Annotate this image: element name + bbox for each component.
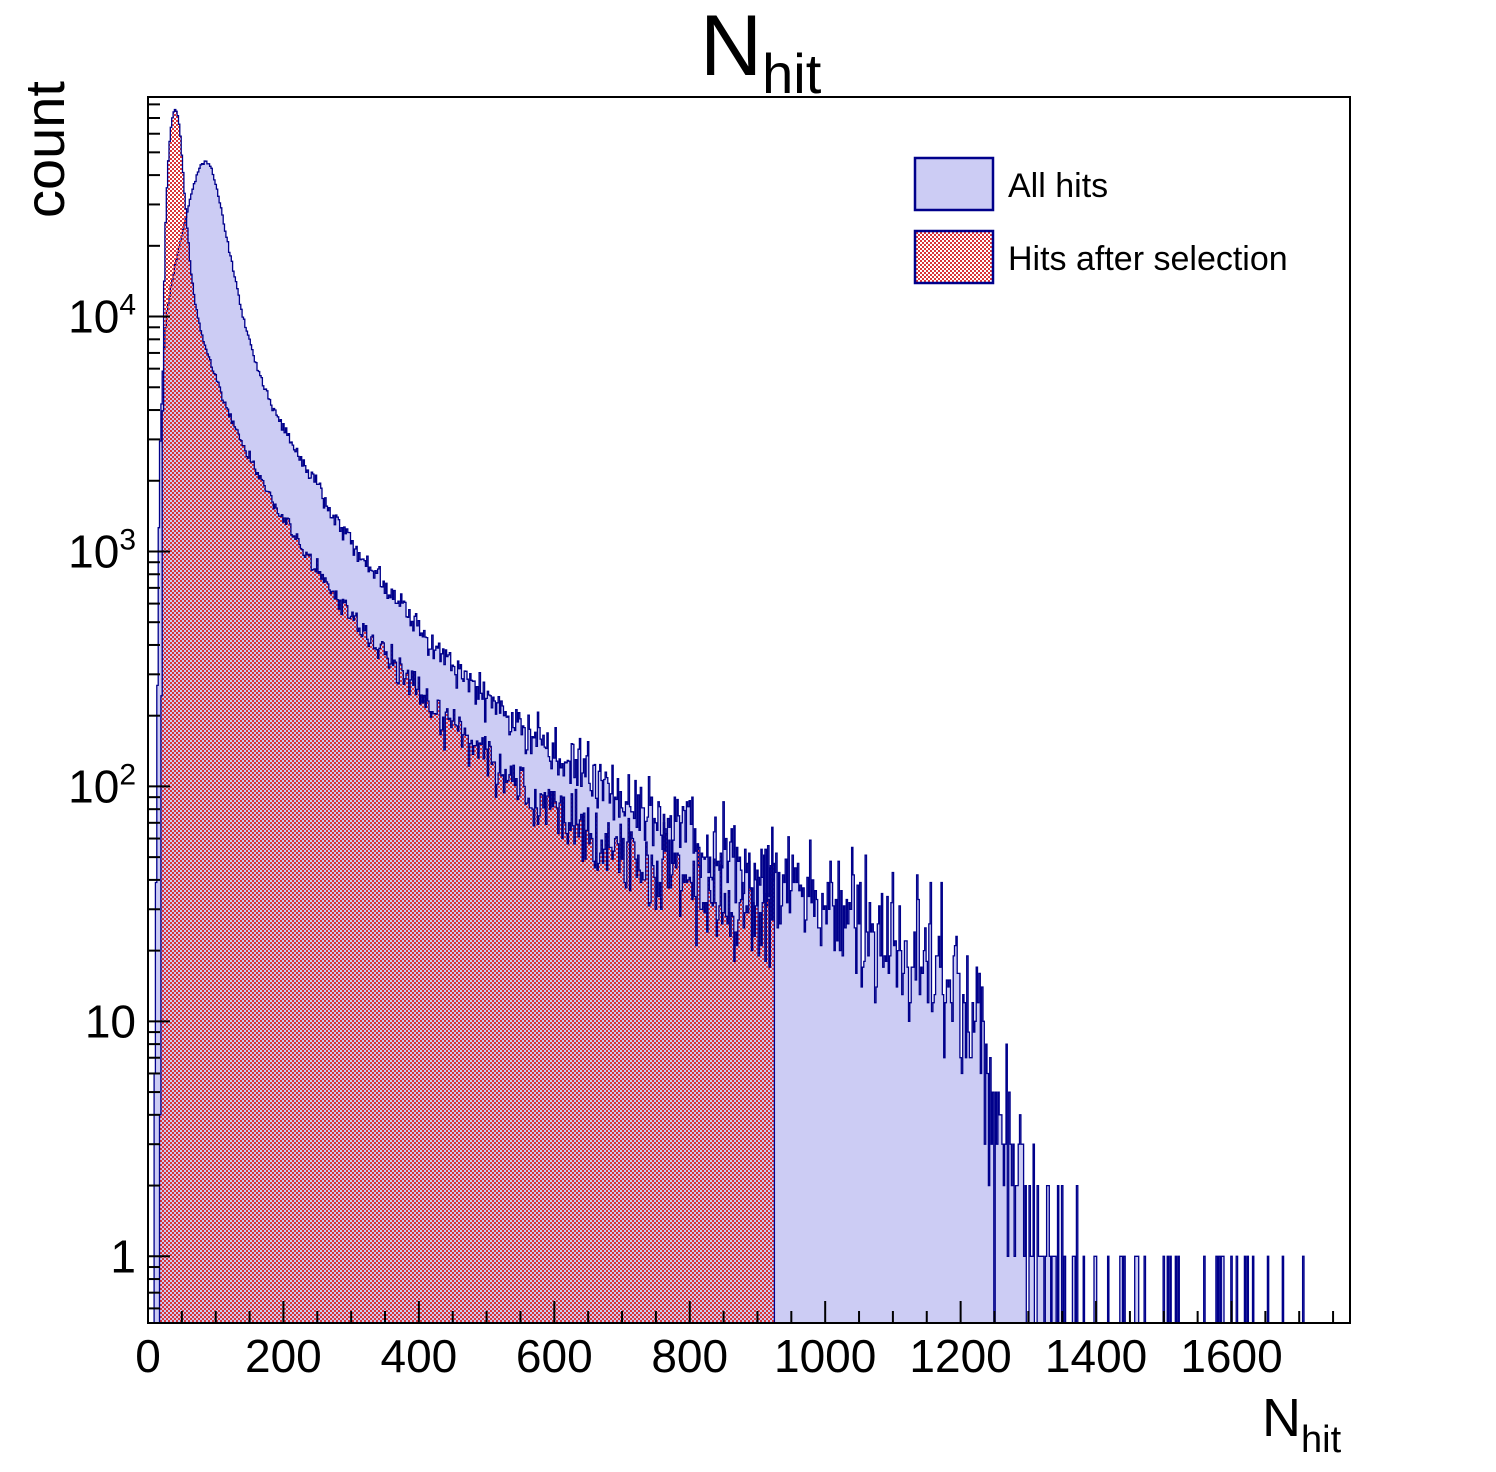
chart-title: Nhit [700, 0, 822, 105]
legend-label-hits-after-selection: Hits after selection [1008, 240, 1288, 278]
y-tick-label-base: 10 [68, 760, 119, 812]
y-tick-label-exponent: 4 [119, 289, 136, 322]
legend-swatch-all-hits [913, 156, 995, 212]
x-axis-title-main: N [1262, 1388, 1301, 1448]
x-tick-label: 1600 [1180, 1330, 1282, 1382]
x-tick-label: 200 [245, 1330, 322, 1382]
y-tick-label: 10 [85, 995, 136, 1047]
y-tick-label: 1 [110, 1230, 136, 1282]
x-axis-title: Nhit [1262, 1388, 1342, 1461]
x-tick-label: 800 [651, 1330, 728, 1382]
series-hits-after-selection-path [158, 108, 776, 1324]
x-tick-label: 400 [381, 1330, 458, 1382]
y-tick-label-base: 10 [85, 995, 136, 1047]
y-axis-title: count [13, 81, 76, 218]
chart-title-subscript: hit [762, 42, 822, 105]
x-tick-label: 1400 [1045, 1330, 1147, 1382]
axis-ticks [147, 103, 1335, 1323]
y-tick-label-base: 1 [110, 1230, 136, 1282]
axis-tick-labels: 0 200 400 600 800 1000 1200 1400 160011010210310… [68, 289, 1283, 1383]
y-tick-label-base: 10 [68, 526, 119, 578]
plot-frame [147, 96, 1351, 1324]
y-tick-label: 103 [68, 524, 136, 578]
legend: All hits Hits after selection [913, 156, 1288, 285]
x-tick-label: 0 [135, 1330, 161, 1382]
y-tick-label: 102 [68, 758, 136, 812]
x-tick-label: 600 [516, 1330, 593, 1382]
y-tick-label-exponent: 3 [119, 524, 136, 557]
series-group [152, 108, 1350, 1324]
chart-title-main: N [700, 0, 762, 94]
legend-label-all-hits: All hits [1008, 167, 1108, 205]
x-axis-title-subscript: hit [1301, 1419, 1342, 1461]
y-tick-label: 104 [68, 289, 136, 343]
x-tick-label: 1000 [774, 1330, 876, 1382]
legend-swatch-hits-after-selection [913, 229, 995, 285]
y-tick-label-base: 10 [68, 291, 119, 343]
x-tick-label: 1200 [909, 1330, 1011, 1382]
y-tick-label-exponent: 2 [119, 758, 136, 791]
